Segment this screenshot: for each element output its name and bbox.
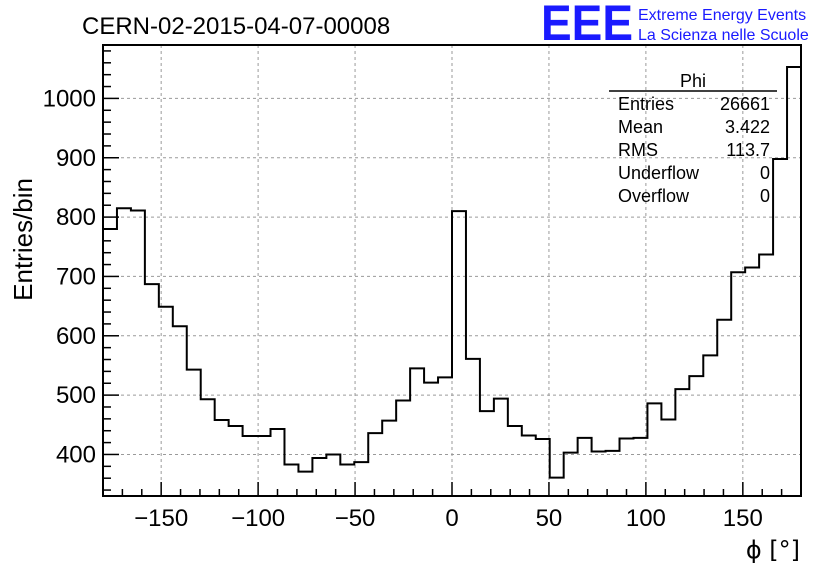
eee-logo-mark: EEE: [541, 0, 633, 51]
stats-label: Mean: [618, 117, 663, 137]
y-tick-label: 600: [56, 323, 96, 350]
stats-box: Phi Entries 26661 Mean 3.422 RMS 113.7 Underfl…: [609, 71, 777, 206]
stats-title: Phi: [680, 71, 706, 91]
x-tick-label: 0: [445, 505, 458, 532]
stats-value: 0: [760, 163, 770, 183]
x-tick-label: −100: [231, 505, 285, 532]
y-tick-label: 400: [56, 441, 96, 468]
x-tick-label: 100: [626, 505, 666, 532]
x-tick-label: 150: [723, 505, 763, 532]
stats-rows: Entries 26661 Mean 3.422 RMS 113.7 Underflow 0 O…: [618, 94, 770, 206]
y-tick-label: 900: [56, 145, 96, 172]
eee-logo: EEE Extreme Energy Events La Scienza nel…: [541, 0, 809, 51]
stats-value: 113.7: [726, 140, 770, 160]
stats-label: Underflow: [618, 163, 700, 183]
stats-label: Overflow: [618, 186, 690, 206]
stats-value: 3.422: [725, 117, 770, 137]
stats-value: 26661: [720, 94, 770, 114]
y-axis-label: Entries/bin: [8, 178, 38, 301]
eee-logo-line1: Extreme Energy Events: [638, 7, 806, 24]
y-axis: 400 500 600 700 800 900 1000: [43, 50, 119, 491]
run-title: CERN-02-2015-04-07-00008: [82, 13, 390, 40]
x-axis-label: ϕ [°]: [746, 536, 800, 564]
y-tick-label: 1000: [43, 85, 96, 112]
eee-logo-line2: La Scienza nelle Scuole: [638, 27, 809, 44]
x-axis: −150 −100 −50 0 50 100 150: [102, 482, 802, 532]
stats-label: RMS: [618, 140, 658, 160]
y-tick-label: 800: [56, 204, 96, 231]
x-tick-label: −50: [335, 505, 376, 532]
y-tick-label: 700: [56, 263, 96, 290]
histogram-series: [103, 65, 801, 479]
stats-value: 0: [760, 186, 770, 206]
y-tick-label: 500: [56, 382, 96, 409]
stats-label: Entries: [618, 94, 674, 114]
x-tick-label: −150: [134, 505, 188, 532]
x-tick-label: 50: [536, 505, 563, 532]
